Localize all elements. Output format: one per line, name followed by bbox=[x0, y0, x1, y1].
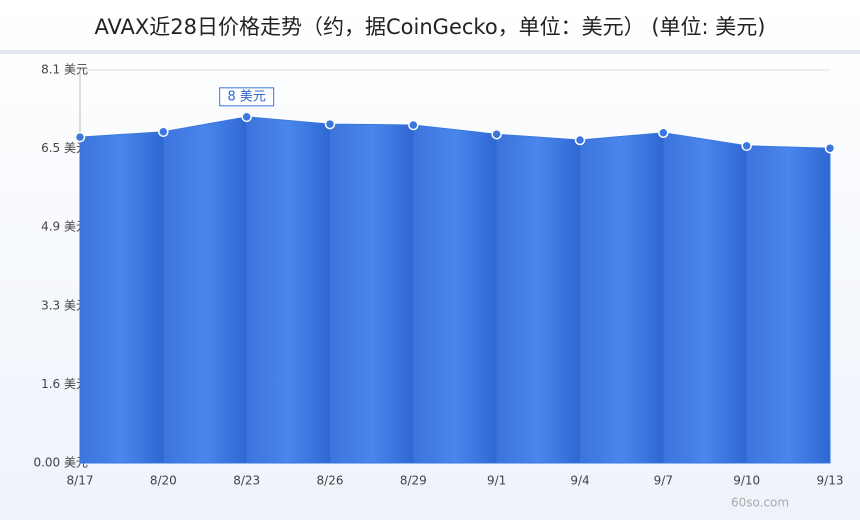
x-tick-label: 8/29 bbox=[400, 474, 427, 488]
y-tick-label: 4.9 美元 bbox=[41, 220, 88, 234]
x-tick-label: 9/7 bbox=[654, 474, 673, 488]
point bbox=[241, 111, 252, 123]
point bbox=[824, 142, 836, 154]
point bbox=[741, 140, 752, 152]
x-tick-label: 9/13 bbox=[817, 474, 844, 488]
point bbox=[408, 119, 419, 131]
point bbox=[158, 126, 169, 138]
y-tick-label: 3.3 美元 bbox=[41, 298, 88, 312]
annotation-box bbox=[219, 87, 275, 107]
x-tick-label: 9/4 bbox=[570, 474, 589, 488]
point bbox=[491, 128, 502, 140]
y-tick-label: 0.00 美元 bbox=[33, 456, 88, 470]
point bbox=[324, 118, 336, 130]
x-tick-label: 9/1 bbox=[487, 474, 506, 488]
y-tick-label: 1.6 美元 bbox=[41, 377, 88, 391]
chart-title: AVAX近28日价格走势（约，据CoinGecko，单位：美元） (单位: 美元… bbox=[95, 15, 766, 39]
y-tick-label: 6.5 美元 bbox=[41, 141, 88, 155]
point bbox=[574, 134, 586, 146]
area bbox=[79, 116, 831, 464]
x-tick-label: 9/10 bbox=[733, 474, 760, 488]
x-tick-label: 8/20 bbox=[150, 474, 177, 488]
annotation: 8 美元 bbox=[227, 89, 265, 104]
x-tick-label: 8/17 bbox=[67, 474, 94, 488]
x-tick-label: 8/23 bbox=[233, 474, 260, 488]
watermark: 60so.com bbox=[731, 496, 789, 510]
point bbox=[74, 131, 86, 143]
point bbox=[658, 127, 669, 139]
x-tick-label: 8/26 bbox=[317, 474, 344, 488]
y-tick-label: 8.1 美元 bbox=[41, 63, 88, 77]
header-rule bbox=[0, 50, 860, 54]
